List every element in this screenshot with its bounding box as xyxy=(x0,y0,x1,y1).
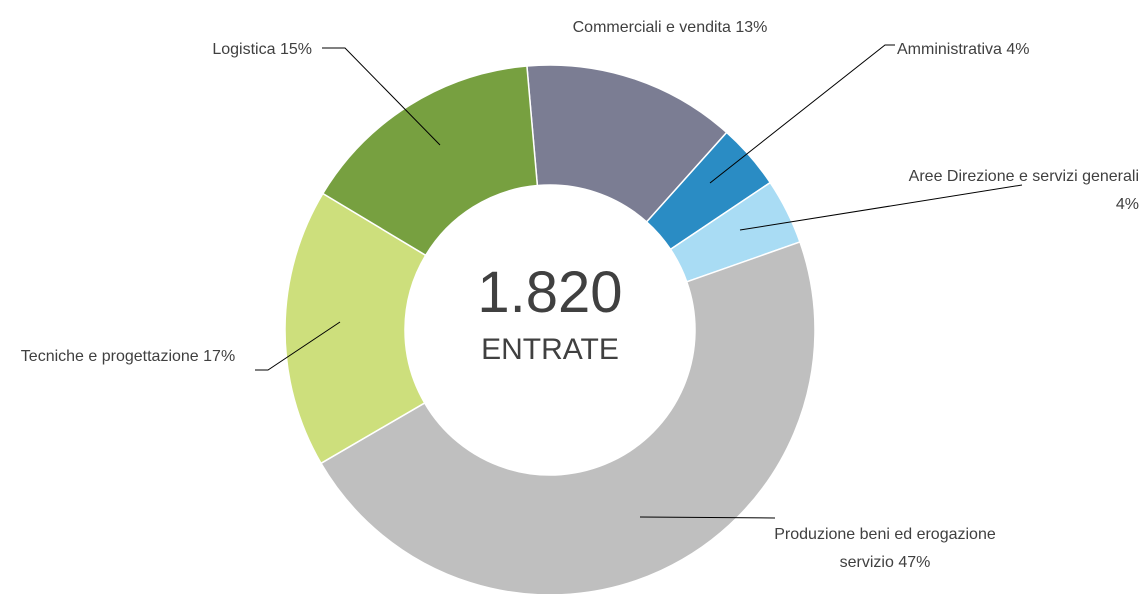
slice-label: Produzione beni ed erogazione servizio 4… xyxy=(755,521,1015,577)
slice-label: Tecniche e progettazione 17% xyxy=(0,343,256,371)
leader-line xyxy=(255,321,341,371)
donut-slice xyxy=(284,192,427,465)
value-label: 4% xyxy=(1006,41,1030,58)
center-value: 1.820 xyxy=(477,260,623,325)
category-name: Produzione beni ed erogazione servizio xyxy=(774,526,996,571)
slice-label: Amministrativa 4% xyxy=(897,36,1127,64)
value-label: 47% xyxy=(898,554,931,571)
category-name: Aree Direzione e servizi generali xyxy=(908,168,1139,185)
slice-label: Aree Direzione e servizi generali 4% xyxy=(889,163,1139,219)
value-label: 13% xyxy=(735,19,768,36)
leader-line xyxy=(739,184,1023,231)
value-label: 15% xyxy=(279,41,312,58)
center-caption: ENTRATE xyxy=(481,333,619,366)
category-name: Commerciali e vendita xyxy=(572,19,731,36)
donut-slice xyxy=(321,65,539,257)
leader-line xyxy=(639,516,776,519)
leader-line xyxy=(322,47,441,146)
donut-slice xyxy=(319,241,816,594)
category-name: Logistica xyxy=(212,41,276,58)
slice-label: Logistica 15% xyxy=(130,36,312,64)
category-name: Amministrativa xyxy=(897,41,1002,58)
slice-label: Commerciali e vendita 13% xyxy=(560,14,780,42)
value-label: 17% xyxy=(203,348,236,365)
value-label: 4% xyxy=(1115,196,1139,213)
category-name: Tecniche e progettazione xyxy=(20,348,199,365)
leader-line xyxy=(709,44,895,184)
